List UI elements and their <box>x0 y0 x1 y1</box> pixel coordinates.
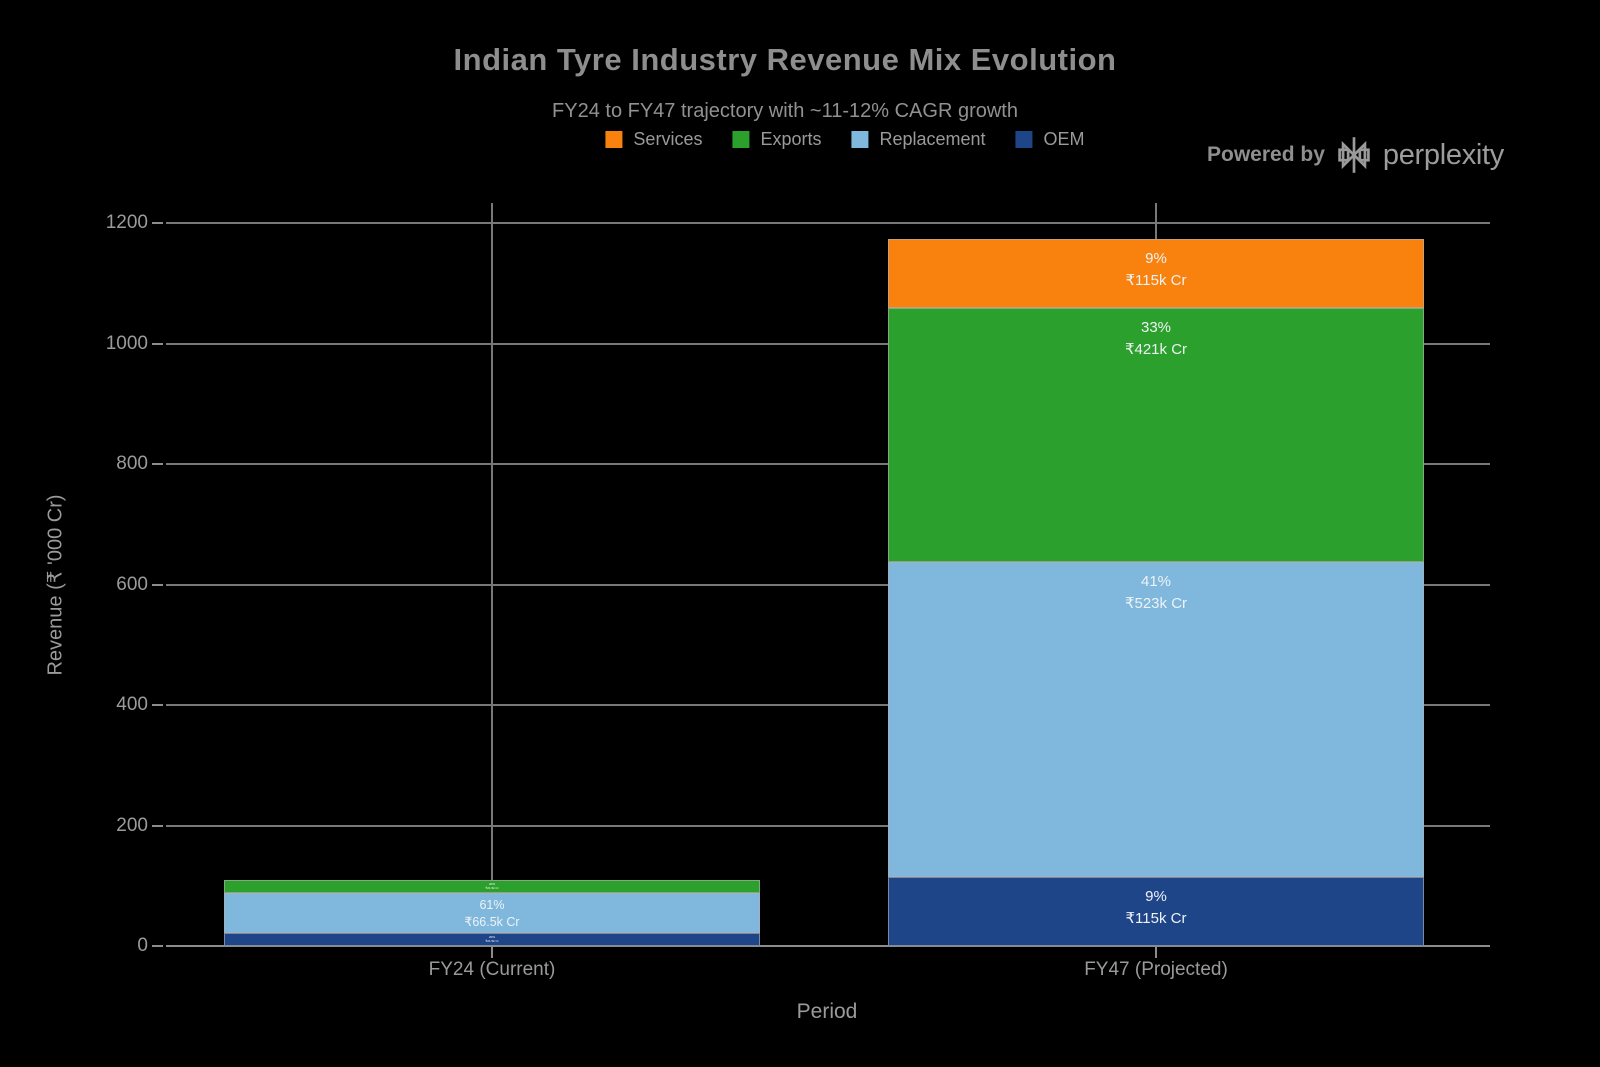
segment-value: ₹115k Cr <box>1125 909 1187 927</box>
bar-segment-replacement-1: 41% ₹523k Cr <box>888 561 1424 877</box>
legend-swatch-replacement <box>851 131 869 148</box>
legend-label: OEM <box>1043 129 1085 149</box>
legend-swatch-services <box>605 131 623 148</box>
bar-segment-exports-0: 20% ₹21.5k Cr <box>224 880 760 893</box>
segment-value: ₹115k Cr <box>1125 271 1187 289</box>
y-tick-label: 0 <box>137 935 148 956</box>
bar-segment-services-1: 9% ₹115k Cr <box>888 238 1424 308</box>
bar-segment-label: 61% ₹66.5k Cr <box>225 894 759 931</box>
gridline-y-0 <box>166 945 1490 947</box>
bar-segment-label: 9% ₹115k Cr <box>889 240 1423 292</box>
segment-percent: 9% <box>1145 249 1167 267</box>
segment-value: ₹523k Cr <box>1124 594 1188 612</box>
x-tick-mark <box>1155 946 1157 958</box>
gridline-x-0 <box>491 203 493 946</box>
chart-subtitle: FY24 to FY47 trajectory with ~11-12% CAG… <box>552 100 1018 122</box>
perplexity-logo-icon <box>1335 136 1373 174</box>
legend-item-replacement: Replacement <box>851 129 986 150</box>
y-tick-label: 600 <box>116 573 148 595</box>
bar-segment-oem-1: 9% ₹115k Cr <box>888 876 1424 946</box>
y-tick-label: 200 <box>116 814 148 836</box>
segment-percent: 9% <box>1145 887 1167 905</box>
x-axis-title: Period <box>796 1000 858 1023</box>
bar-segment-label: 41% ₹523k Cr <box>889 563 1423 615</box>
segment-percent: 20% <box>488 935 495 940</box>
x-tick-label: FY24 (Current) <box>428 959 556 980</box>
y-tick-mark <box>152 583 163 586</box>
segment-value: ₹21.5k Cr <box>485 886 499 891</box>
x-tick-label: FY47 (Projected) <box>1084 959 1228 980</box>
powered-by-label: Powered by <box>1207 143 1325 166</box>
bar-segment-label: 9% ₹115k Cr <box>889 878 1423 930</box>
legend-swatch-exports <box>732 131 750 148</box>
powered-by-badge: Powered by perplexity <box>1207 136 1504 174</box>
x-tick-mark <box>491 946 493 958</box>
gridline-y-400 <box>166 704 1490 706</box>
segment-percent: 61% <box>479 897 505 912</box>
segment-percent: 33% <box>1140 318 1172 336</box>
legend-item-services: Services <box>605 129 702 150</box>
segment-value: ₹21.5k Cr <box>485 939 499 944</box>
legend: Services Exports Replacement OEM <box>605 129 1085 150</box>
bar-segment-label: 33% ₹421k Cr <box>889 309 1423 361</box>
y-tick-label: 400 <box>116 694 148 715</box>
bar-segment-label: 20% ₹21.5k Cr <box>225 934 759 943</box>
gridline-y-1200 <box>166 222 1490 224</box>
y-tick-mark <box>152 945 163 947</box>
bar-segment-oem-0: 20% ₹21.5k Cr <box>224 933 760 946</box>
y-tick-label: 1000 <box>105 332 148 354</box>
legend-label: Replacement <box>879 129 986 149</box>
y-tick-mark <box>152 704 163 706</box>
legend-item-exports: Exports <box>732 129 821 150</box>
legend-label: Exports <box>760 129 822 149</box>
legend-item-oem: OEM <box>1015 129 1085 150</box>
legend-label: Services <box>633 129 703 149</box>
bar-segment-replacement-0: 61% ₹66.5k Cr <box>224 892 760 934</box>
y-tick-mark <box>152 824 163 827</box>
y-tick-label: 1200 <box>105 212 148 233</box>
perplexity-wordmark: perplexity <box>1382 138 1504 171</box>
gridline-y-200 <box>166 824 1490 827</box>
y-tick-mark <box>152 222 163 224</box>
segment-value: ₹66.5k Cr <box>464 914 520 929</box>
legend-swatch-oem <box>1015 131 1033 148</box>
segment-percent: 20% <box>488 882 495 887</box>
gridline-y-1000 <box>166 342 1490 345</box>
segment-percent: 41% <box>1140 572 1172 590</box>
gridline-y-800 <box>166 463 1490 465</box>
y-tick-label: 800 <box>116 453 148 474</box>
y-tick-mark <box>152 463 163 465</box>
segment-value: ₹421k Cr <box>1124 340 1188 358</box>
bar-segment-exports-1: 33% ₹421k Cr <box>888 307 1424 562</box>
y-tick-mark <box>152 342 163 345</box>
chart-title: Indian Tyre Industry Revenue Mix Evoluti… <box>453 42 1117 77</box>
gridline-y-600 <box>166 583 1490 586</box>
bar-segment-label: 20% ₹21.5k Cr <box>225 881 759 890</box>
